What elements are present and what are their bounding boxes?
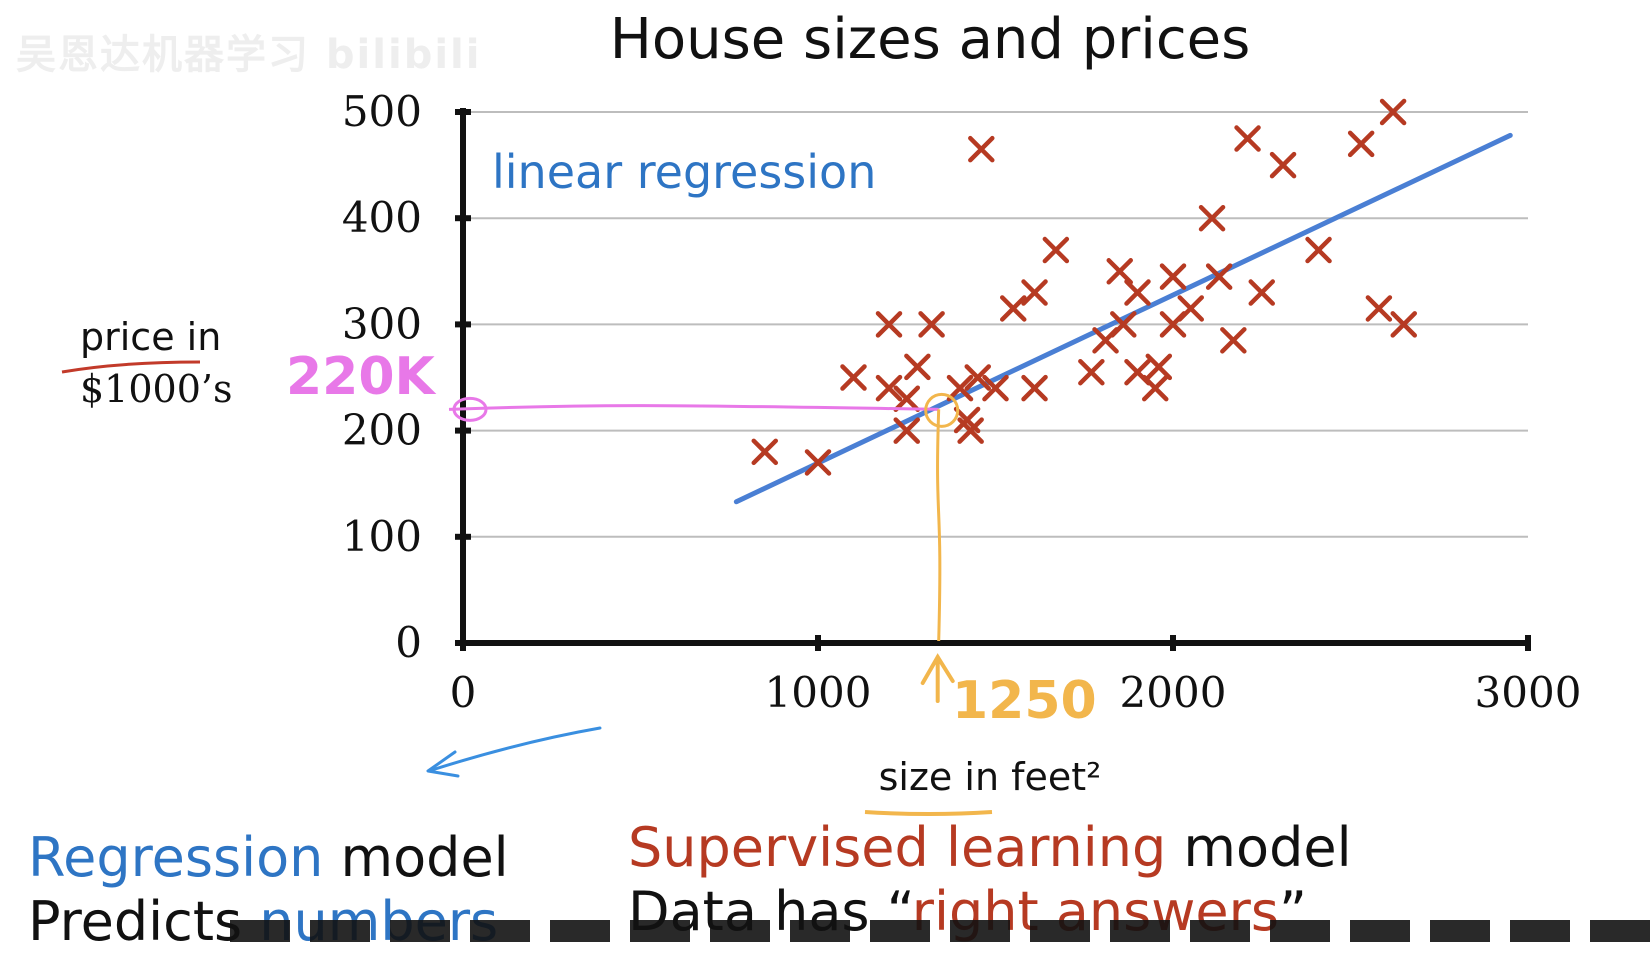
x-tick-label: 2000 xyxy=(1120,668,1227,717)
data-points xyxy=(751,98,1417,476)
data-point xyxy=(957,417,984,444)
data-point xyxy=(1142,374,1169,402)
y-tick-label: 200 xyxy=(342,406,422,455)
x-tick-label: 0 xyxy=(450,668,477,717)
data-point xyxy=(1110,311,1137,338)
data-point xyxy=(982,374,1009,402)
y-axis-label-line2: $1000’s xyxy=(80,367,232,411)
data-point xyxy=(1124,279,1151,306)
supervised-learning-phrase: Supervised learning xyxy=(628,816,1167,879)
data-point xyxy=(1106,258,1133,285)
data-point xyxy=(875,311,903,338)
price-marker-circle xyxy=(452,396,488,422)
regression-word: Regression xyxy=(28,826,324,889)
predicts-word: Predicts xyxy=(28,890,260,953)
y-axis-label-line1: price in xyxy=(80,315,221,359)
x-axis-label: size in feet² xyxy=(879,755,1102,799)
y-tick-label: 0 xyxy=(395,618,422,667)
data-point xyxy=(1078,358,1105,386)
data-point xyxy=(1021,374,1048,402)
data-point xyxy=(751,438,778,466)
data-point xyxy=(1390,311,1417,338)
subtitle-strip xyxy=(230,920,1650,942)
x-tick-labels: 0 1000 2000 3000 xyxy=(450,668,1582,717)
y-tick-label: 300 xyxy=(342,299,422,348)
data-point xyxy=(1205,263,1233,290)
price-annotation: 220K xyxy=(286,347,437,407)
prediction-annotations: 220K 1250 xyxy=(286,347,1097,778)
model-word: model xyxy=(323,826,509,889)
x-tick-label: 1000 xyxy=(765,668,872,717)
data-point xyxy=(840,364,867,391)
data-point xyxy=(1305,236,1332,264)
data-point xyxy=(1145,353,1173,381)
data-point xyxy=(1177,295,1204,322)
data-point xyxy=(1000,295,1027,322)
data-point xyxy=(904,353,931,381)
data-point xyxy=(1379,98,1407,126)
size-annotation: 1250 xyxy=(952,671,1097,731)
price-guide-line xyxy=(448,404,939,411)
data-point xyxy=(1234,125,1261,152)
regression-label: linear regression xyxy=(492,145,876,199)
y-tick-label: 100 xyxy=(342,512,422,561)
data-point xyxy=(1365,295,1393,322)
watermark: 吴恩达机器学习 bilibili xyxy=(16,32,482,78)
ylabel-strike-mark xyxy=(61,360,201,374)
y-tick-label: 400 xyxy=(342,193,422,242)
model-word-2: model xyxy=(1166,816,1352,879)
data-point xyxy=(1269,151,1297,179)
data-point xyxy=(918,311,945,338)
data-point xyxy=(875,374,903,402)
regression-line xyxy=(733,132,1513,505)
axes xyxy=(455,108,1531,651)
size-guide-line xyxy=(936,409,942,642)
data-point xyxy=(1248,279,1275,306)
pointer-arrow-icon xyxy=(430,726,602,772)
data-point xyxy=(1347,130,1375,158)
data-point xyxy=(1159,263,1187,290)
x-tick-label: 3000 xyxy=(1475,668,1582,717)
pointer-arrowhead-icon xyxy=(426,750,460,778)
data-point xyxy=(1220,327,1247,354)
data-point xyxy=(946,374,974,402)
grid-lines xyxy=(463,111,1528,538)
xlabel-underline xyxy=(864,810,993,816)
data-point xyxy=(1021,279,1048,306)
y-tick-labels: 0 100 200 300 400 500 xyxy=(342,87,422,667)
data-point xyxy=(968,135,995,163)
data-point xyxy=(893,417,920,444)
data-point xyxy=(964,364,991,391)
chart-title: House sizes and prices xyxy=(610,7,1251,72)
size-arrow-icon xyxy=(920,653,955,703)
data-point xyxy=(893,385,920,412)
data-point xyxy=(1198,204,1226,232)
data-point xyxy=(804,449,832,476)
y-tick-label: 500 xyxy=(342,87,422,136)
prediction-circle xyxy=(924,392,960,428)
data-point xyxy=(1042,236,1070,264)
